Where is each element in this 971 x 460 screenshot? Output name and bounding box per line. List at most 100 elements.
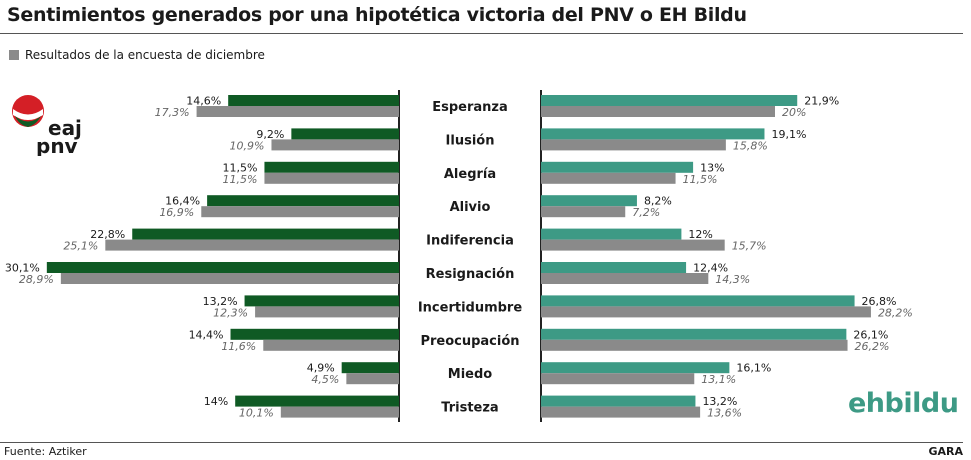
pnv-bar-previous-resignacion <box>60 273 400 284</box>
ehbildu-bar-current-miedo <box>541 362 730 374</box>
pnv-bar-current-resignacion <box>46 262 400 273</box>
ehbildu-value-previous-tristeza: 13,6% <box>707 407 742 420</box>
legend: Resultados de la encuesta de diciembre <box>9 48 265 62</box>
ehbildu-value-current-ilusion: 19,1% <box>771 128 806 141</box>
ehbildu-value-current-alegria: 13% <box>700 161 724 174</box>
publisher-credit: GARA <box>928 445 963 458</box>
ehbildu-bar-current-alivio <box>541 195 637 207</box>
pnv-bar-current-alegria <box>264 161 399 173</box>
ehbildu-value-previous-esperanza: 20% <box>782 106 806 119</box>
ehbildu-value-current-alivio: 8,2% <box>644 195 672 208</box>
pnv-bar-previous-tristeza <box>280 406 399 418</box>
pnv-value-previous-indiferencia: 25,1% <box>63 240 98 253</box>
ehbildu-value-current-preocupacion: 26,1% <box>853 328 888 341</box>
pnv-bar-previous-incertidumbre <box>255 306 399 318</box>
ehbildu-value-current-esperanza: 21,9% <box>804 95 839 108</box>
category-label-alivio: Alivio <box>450 200 491 215</box>
category-label-preocupacion: Preocupación <box>420 334 519 349</box>
pnv-value-previous-ilusion: 10,9% <box>230 139 265 152</box>
category-label-ilusion: Ilusión <box>446 133 495 148</box>
ehbildu-bar-previous-ilusion <box>541 139 726 151</box>
pnv-bar-current-tristeza <box>235 395 399 407</box>
pnv-value-current-preocupacion: 14,4% <box>189 328 224 341</box>
ehbildu-value-current-miedo: 16,1% <box>736 362 771 375</box>
pnv-logo-text-pnv: pnv <box>36 134 78 156</box>
category-label-miedo: Miedo <box>448 367 493 382</box>
pnv-value-previous-miedo: 4,5% <box>311 373 339 386</box>
pnv-bar-current-incertidumbre <box>244 295 399 307</box>
ehbildu-bar-current-tristeza <box>541 395 696 407</box>
ehbildu-bar-current-indiferencia <box>541 228 682 240</box>
chart-title: Sentimientos generados por una hipotétic… <box>7 4 747 26</box>
source-note: Fuente: Aztiker <box>4 445 87 458</box>
pnv-value-previous-incertidumbre: 12,3% <box>213 306 248 319</box>
ehbildu-bar-previous-indiferencia <box>541 239 725 251</box>
pnv-bar-previous-indiferencia <box>105 239 399 251</box>
pnv-bar-previous-ilusion <box>271 139 399 151</box>
ehbildu-bar-current-alegria <box>541 161 694 173</box>
bars-layer: Esperanza14,6%17,3%21,9%20%Ilusión9,2%10… <box>5 95 913 420</box>
category-label-resignacion: Resignación <box>426 267 515 282</box>
pnv-value-current-resignacion: 30,1% <box>5 262 40 275</box>
ehbildu-bar-current-incertidumbre <box>541 295 855 307</box>
ehbildu-bar-current-ilusion <box>541 128 765 140</box>
pnv-bar-previous-alegria <box>264 172 399 184</box>
pnv-bar-current-esperanza <box>228 95 399 106</box>
legend-label: Resultados de la encuesta de diciembre <box>25 48 265 62</box>
ehbildu-bar-current-preocupacion <box>541 328 847 340</box>
ehbildu-bar-previous-incertidumbre <box>541 306 871 318</box>
ehbildu-bar-previous-alivio <box>541 206 626 218</box>
pnv-value-previous-alegria: 11,5% <box>222 173 257 186</box>
ehbildu-bar-current-esperanza <box>541 95 798 106</box>
ehbildu-bar-previous-miedo <box>541 373 695 385</box>
ehbildu-value-current-indiferencia: 12% <box>688 228 712 241</box>
category-label-alegria: Alegría <box>444 167 496 182</box>
ehbildu-value-previous-indiferencia: 15,7% <box>732 240 767 253</box>
ehbildu-value-previous-miedo: 13,1% <box>701 373 736 386</box>
pnv-bar-current-indiferencia <box>132 228 400 240</box>
ehbildu-bar-previous-resignacion <box>541 273 709 284</box>
category-label-incertidumbre: Incertidumbre <box>418 300 523 315</box>
pnv-value-previous-preocupacion: 11,6% <box>221 340 256 353</box>
title-divider <box>0 33 963 34</box>
pnv-value-current-indiferencia: 22,8% <box>90 228 125 241</box>
ehbildu-value-previous-resignacion: 14,3% <box>715 273 750 286</box>
ehbildu-bar-previous-alegria <box>541 172 676 184</box>
pnv-value-current-incertidumbre: 13,2% <box>203 295 238 308</box>
pnv-bar-previous-preocupacion <box>263 339 399 351</box>
pnv-value-current-ilusion: 9,2% <box>256 128 284 141</box>
ehbildu-bar-previous-tristeza <box>541 406 701 418</box>
pnv-logo-text-eaj: eaj <box>48 116 82 140</box>
pnv-emblem-icon: eaj pnv <box>12 95 82 158</box>
pnv-logo: eaj pnv <box>8 94 90 158</box>
pnv-value-current-tristeza: 14% <box>204 395 228 408</box>
ehbildu-bar-current-resignacion <box>541 262 687 273</box>
pnv-value-previous-esperanza: 17,3% <box>155 106 190 119</box>
pnv-value-current-alivio: 16,4% <box>165 195 200 208</box>
pnv-bar-previous-miedo <box>346 373 399 385</box>
pnv-bar-current-miedo <box>341 362 399 374</box>
ehbildu-value-previous-ilusion: 15,8% <box>733 139 768 152</box>
pnv-value-current-alegria: 11,5% <box>222 161 257 174</box>
ehbildu-bar-previous-esperanza <box>541 106 775 117</box>
pnv-value-previous-resignacion: 28,9% <box>19 273 54 286</box>
ehbildu-value-previous-preocupacion: 26,2% <box>855 340 890 353</box>
category-label-indiferencia: Indiferencia <box>426 234 514 249</box>
pnv-bar-current-alivio <box>207 195 399 207</box>
ehbildu-value-previous-incertidumbre: 28,2% <box>878 306 913 319</box>
pnv-bar-current-preocupacion <box>230 328 399 340</box>
pnv-bar-previous-esperanza <box>196 106 399 117</box>
category-label-esperanza: Esperanza <box>432 100 508 115</box>
pnv-value-current-miedo: 4,9% <box>307 362 335 375</box>
ehbildu-bar-previous-preocupacion <box>541 339 848 351</box>
ehbildu-logo: ehbildu <box>848 388 959 419</box>
ehbildu-value-current-incertidumbre: 26,8% <box>862 295 897 308</box>
ehbildu-value-current-resignacion: 12,4% <box>693 262 728 275</box>
pnv-value-previous-alivio: 16,9% <box>159 206 194 219</box>
footer-divider <box>0 442 963 443</box>
pnv-bar-current-ilusion <box>291 128 399 140</box>
pnv-value-previous-tristeza: 10,1% <box>239 407 274 420</box>
legend-swatch-previous <box>9 50 19 60</box>
ehbildu-value-previous-alegria: 11,5% <box>683 173 718 186</box>
